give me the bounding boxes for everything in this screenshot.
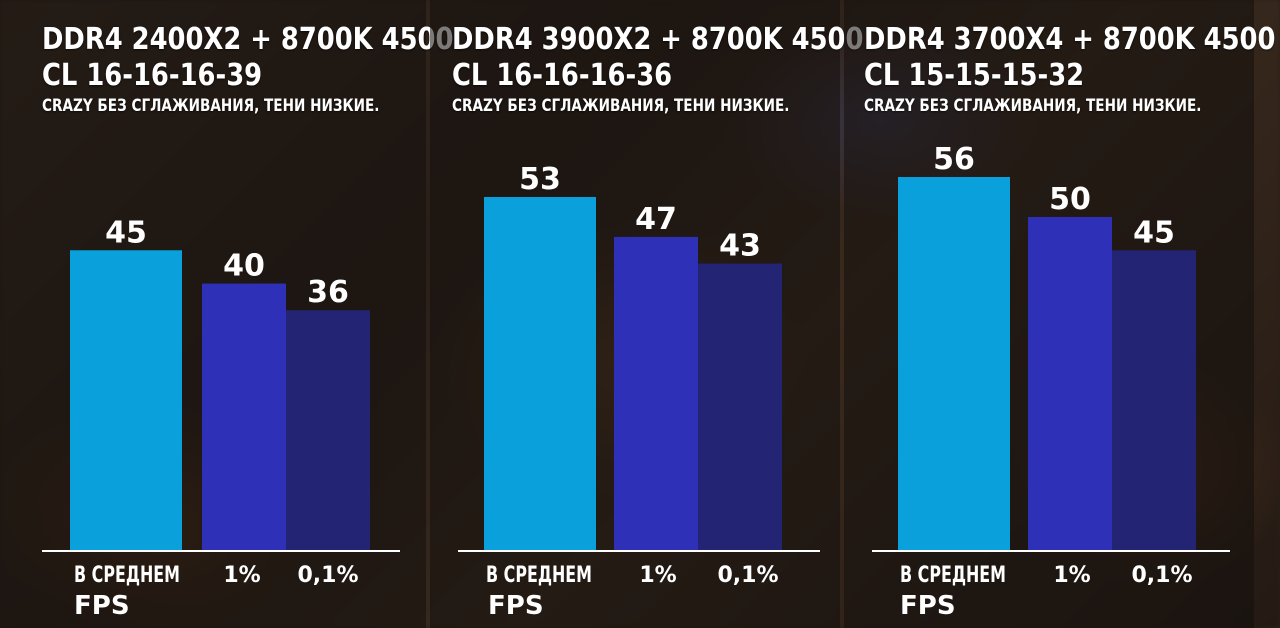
data-label-p1: 40 xyxy=(223,249,265,284)
data-label-p01: 45 xyxy=(1133,215,1175,250)
chart-title: DDR4 3700X4 + 8700K 4500 xyxy=(864,22,1276,57)
category-label-p1: 1% xyxy=(1053,563,1090,588)
chart-panel-2: DDR4 3900X2 + 8700K 4500 CL 16-16-16-36 … xyxy=(430,0,863,628)
bar-p1 xyxy=(1028,216,1112,550)
bar-avg xyxy=(70,250,182,550)
bar-p1 xyxy=(202,283,286,550)
data-label-avg: 56 xyxy=(933,142,975,177)
data-label-p01: 43 xyxy=(719,229,761,264)
bar-chart-1: 45 В СРЕДНЕМ 40 1% 36 0,1% FPS xyxy=(42,215,400,621)
chart-title: DDR4 3900X2 + 8700K 4500 xyxy=(452,22,864,57)
bar-p01 xyxy=(286,310,370,550)
category-label-p01: 0,1% xyxy=(297,563,358,588)
bar-p1 xyxy=(614,236,698,551)
category-label-avg: В СРЕДНЕМ xyxy=(74,563,180,588)
chart-note: CRAZY БЕЗ СГЛАЖИВАНИЯ, ТЕНИ НИЗКИЕ. xyxy=(452,96,790,116)
category-label-p1: 1% xyxy=(639,563,676,588)
bar-avg xyxy=(484,196,596,550)
unit-label: FPS xyxy=(900,591,956,621)
chart-title: DDR4 2400X2 + 8700K 4500 xyxy=(42,22,454,57)
category-label-avg: В СРЕДНЕМ xyxy=(486,563,592,588)
unit-label: FPS xyxy=(488,591,544,621)
chart-subtitle: CL 15-15-15-32 xyxy=(864,58,1085,93)
chart-subtitle: CL 16-16-16-36 xyxy=(452,58,673,93)
bar-p01 xyxy=(1112,250,1196,550)
chart-note: CRAZY БЕЗ СГЛАЖИВАНИЯ, ТЕНИ НИЗКИЕ. xyxy=(42,96,380,116)
data-label-avg: 53 xyxy=(519,162,561,197)
unit-label: FPS xyxy=(74,591,130,621)
data-label-p1: 47 xyxy=(635,202,677,237)
category-label-p1: 1% xyxy=(223,563,260,588)
category-label-avg: В СРЕДНЕМ xyxy=(900,563,1006,588)
bar-avg xyxy=(898,177,1010,550)
chart-note: CRAZY БЕЗ СГЛАЖИВАНИЯ, ТЕНИ НИЗКИЕ. xyxy=(864,96,1202,116)
category-label-p01: 0,1% xyxy=(1131,563,1192,588)
chart-panel-1: DDR4 2400X2 + 8700K 4500 CL 16-16-16-39 … xyxy=(0,0,453,628)
chart-panel-3: DDR4 3700X4 + 8700K 4500 CL 15-15-15-32 … xyxy=(844,0,1275,628)
data-label-p01: 36 xyxy=(307,275,349,310)
data-label-avg: 45 xyxy=(105,215,147,250)
category-label-p01: 0,1% xyxy=(717,563,778,588)
bar-chart-2: 53 В СРЕДНЕМ 47 1% 43 0,1% FPS xyxy=(458,162,820,621)
data-label-p1: 50 xyxy=(1049,182,1091,217)
bar-p01 xyxy=(698,263,782,550)
bar-chart-3: 56 В СРЕДНЕМ 50 1% 45 0,1% FPS xyxy=(872,142,1230,621)
chart-subtitle: CL 16-16-16-39 xyxy=(42,58,263,93)
